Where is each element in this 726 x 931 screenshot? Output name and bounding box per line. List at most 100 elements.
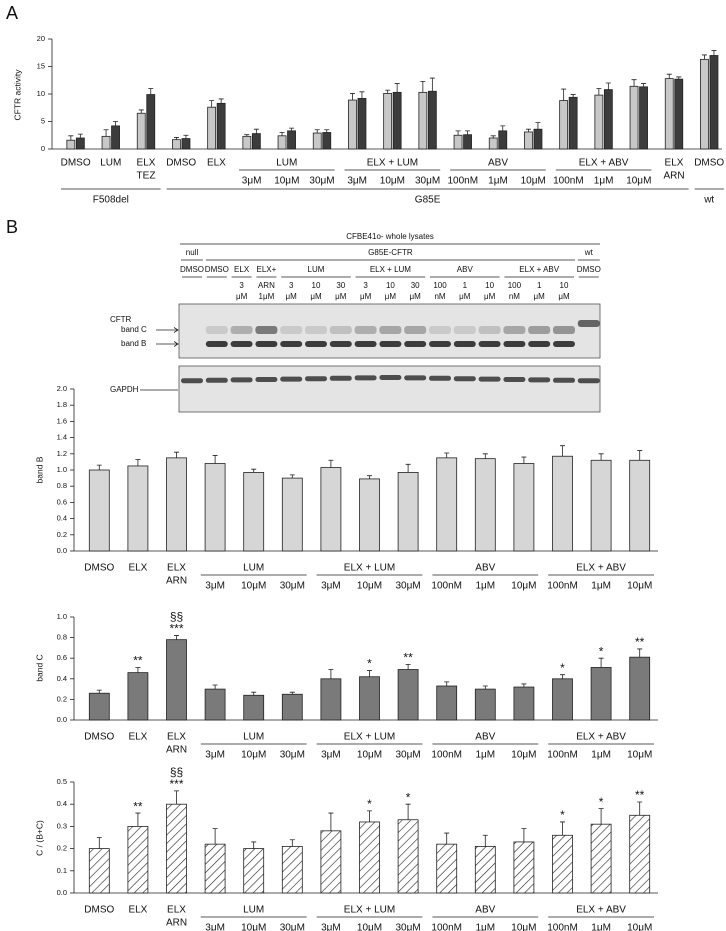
error-bar [212, 455, 218, 464]
error-bar [405, 803, 411, 820]
bar [359, 478, 380, 552]
dose-label: 1 [537, 281, 542, 290]
y-tick-label: 10 [37, 89, 45, 98]
annotation: * [367, 657, 372, 671]
treatment-label: DMSO [205, 265, 229, 274]
y-tick-label: 0 [41, 144, 45, 153]
bar [629, 85, 639, 150]
blot-band [255, 377, 278, 382]
bar [146, 94, 156, 150]
y-axis-label: CFTR activity [12, 69, 22, 121]
x-tick-label: 10μM [241, 750, 266, 761]
group-label: LUM [243, 732, 264, 743]
genotype-label: wt [703, 195, 714, 206]
bar [204, 843, 226, 894]
x-tick-label: ELX [665, 158, 684, 169]
blot-band [329, 341, 352, 347]
genotype-label: G85E [415, 195, 441, 206]
x-tick-label: DMSO [61, 158, 91, 169]
y-tick-label: 1.6 [57, 416, 67, 425]
error-bar [637, 450, 643, 461]
dose-label: 3 [363, 281, 368, 290]
y-axis-label: C / (B+C) [34, 820, 44, 856]
y-tick-label: 1.8 [57, 400, 67, 409]
bar [320, 830, 342, 894]
y-tick-label: 0.4 [57, 514, 67, 523]
dose-label: μM [360, 292, 372, 301]
bar [127, 465, 149, 552]
bar [357, 98, 367, 150]
error-bar [598, 808, 604, 825]
blot-band [280, 376, 303, 382]
bar [204, 688, 226, 721]
x-tick-label: 10μM [357, 750, 382, 761]
bar [207, 106, 217, 150]
x-tick-label: 10μM [274, 176, 299, 187]
x-tick-label: 30μM [395, 581, 420, 592]
x-tick-label: 3μM [321, 750, 341, 761]
error-bar [212, 684, 218, 690]
x-tick-label: 3μM [321, 923, 341, 931]
annotation: ** [133, 799, 143, 813]
blot-band [553, 326, 575, 334]
x-tick-label: LUM [100, 158, 121, 169]
x-tick-label: ELX [167, 563, 186, 574]
blot-label: GAPDH [110, 385, 139, 394]
dose-label: 3 [239, 281, 244, 290]
genotype-label: G85E-CFTR [368, 248, 413, 257]
error-bar [525, 128, 531, 132]
x-tick-label: 10μM [626, 176, 651, 187]
y-tick-label: 1.0 [57, 465, 67, 474]
error-bar [174, 451, 179, 458]
x-tick-label: 1μM [591, 581, 611, 592]
bar [397, 669, 419, 721]
blot-band [305, 376, 327, 382]
error-bar [605, 82, 611, 90]
annotation: * [560, 808, 565, 822]
dose-label: μM [385, 292, 397, 301]
error-bar [598, 657, 604, 668]
bar [436, 457, 458, 552]
x-tick-label: 100nM [448, 176, 479, 187]
group-label: ELX + ABV [576, 732, 626, 743]
error-bar [560, 445, 565, 457]
error-bar [349, 93, 355, 101]
bar [418, 91, 428, 150]
x-tick-label: 1μM [475, 581, 495, 592]
bar [524, 131, 533, 150]
x-tick-label: 10μM [380, 176, 405, 187]
bar [559, 100, 569, 150]
x-tick-label: DMSO [84, 732, 114, 743]
annotation: * [406, 790, 411, 804]
bar [590, 459, 612, 552]
y-axis-label: band C [34, 654, 44, 681]
error-bar [183, 134, 189, 139]
bar [664, 78, 674, 150]
blot-band [453, 326, 476, 334]
dose-label: 10 [485, 281, 494, 290]
bar [629, 459, 651, 552]
bar [242, 135, 252, 150]
y-tick-label: 2.0 [57, 384, 67, 393]
x-tick-label: 10μM [511, 750, 536, 761]
bar [488, 137, 498, 150]
x-tick-label: DMSO [84, 563, 114, 574]
error-bar [637, 648, 643, 658]
y-tick-label: 1.4 [57, 433, 67, 442]
blot-cftr [178, 303, 601, 359]
bar [136, 112, 146, 150]
blot-band [230, 326, 253, 334]
blot-band [577, 378, 600, 384]
error-bar [535, 122, 541, 130]
error-bar [631, 79, 637, 87]
y-tick-label: 0.0 [57, 715, 67, 724]
blot: CFBE41o- whole lysates CFTR band C band … [110, 232, 601, 413]
dose-label: 10 [386, 281, 395, 290]
error-bar [482, 685, 488, 690]
error-bar [279, 132, 285, 136]
blot-band [503, 377, 526, 382]
treatment-label: DMSO [180, 265, 204, 274]
x-tick-label: 30μM [280, 750, 305, 761]
error-bar [251, 691, 257, 696]
x-tick-label: 100nM [431, 750, 462, 761]
